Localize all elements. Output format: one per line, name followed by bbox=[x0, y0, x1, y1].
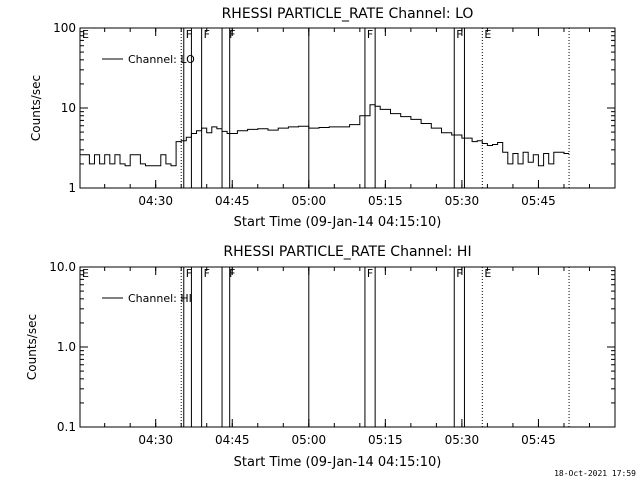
x-tick-label: 05:30 bbox=[445, 433, 480, 447]
plot-frame bbox=[79, 27, 616, 189]
chart-panel-2: RHESSI PARTICLE_RATE Channel: HI Start Ti… bbox=[25, 244, 616, 470]
x-tick-label: 05:45 bbox=[521, 433, 556, 447]
y-tick-label: 0.1 bbox=[57, 420, 76, 434]
y-tick-label: 1 bbox=[68, 181, 76, 195]
x-tick-label: 05:30 bbox=[445, 194, 480, 208]
y-tick-label: 1.0 bbox=[57, 340, 76, 354]
x-tick-label: 04:45 bbox=[215, 433, 250, 447]
x-tick-label: 05:15 bbox=[368, 433, 403, 447]
x-tick-label: 05:00 bbox=[292, 194, 327, 208]
x-tick-label: 05:45 bbox=[521, 194, 556, 208]
legend-label: Channel: LO bbox=[128, 53, 195, 66]
flag-label: F bbox=[186, 28, 192, 41]
y-axis-label: Counts/sec bbox=[25, 314, 39, 380]
flag-label: F bbox=[456, 28, 462, 41]
y-tick-label: 10 bbox=[61, 101, 76, 115]
flag-label: E bbox=[82, 28, 89, 41]
y-tick-label: 10.0 bbox=[49, 260, 76, 274]
x-tick-label: 05:15 bbox=[368, 194, 403, 208]
chart-panel-1: RHESSI PARTICLE_RATE Channel: LO Start Ti… bbox=[29, 6, 616, 230]
y-axis-label: Counts/sec bbox=[29, 75, 43, 141]
flag-label: F bbox=[229, 267, 235, 280]
x-axis-label: Start Time (09-Jan-14 04:15:10) bbox=[234, 215, 442, 230]
plot-frame bbox=[79, 266, 616, 428]
flag-label: F bbox=[204, 267, 210, 280]
chart-title: RHESSI PARTICLE_RATE Channel: LO bbox=[222, 6, 474, 22]
footer-stamp: 18-Oct-2021 17:59 bbox=[554, 469, 636, 478]
flag-label: F bbox=[204, 28, 210, 41]
x-tick-label: 04:45 bbox=[215, 194, 250, 208]
legend-label: Channel: HI bbox=[128, 292, 192, 305]
flag-label: F bbox=[229, 28, 235, 41]
x-tick-label: 04:30 bbox=[138, 194, 173, 208]
y-tick-label: 100 bbox=[53, 21, 76, 35]
x-tick-label: 05:00 bbox=[292, 433, 327, 447]
flag-label: F bbox=[456, 267, 462, 280]
x-axis-label: Start Time (09-Jan-14 04:15:10) bbox=[234, 455, 442, 470]
flag-label: E bbox=[82, 267, 89, 280]
x-tick-label: 04:30 bbox=[138, 433, 173, 447]
flag-label: E bbox=[484, 28, 491, 41]
flag-label: F bbox=[367, 28, 373, 41]
flag-label: F bbox=[367, 267, 373, 280]
chart-title: RHESSI PARTICLE_RATE Channel: HI bbox=[223, 244, 471, 260]
flag-label: F bbox=[186, 267, 192, 280]
flag-label: E bbox=[484, 267, 491, 280]
series-line-lo bbox=[80, 104, 570, 167]
